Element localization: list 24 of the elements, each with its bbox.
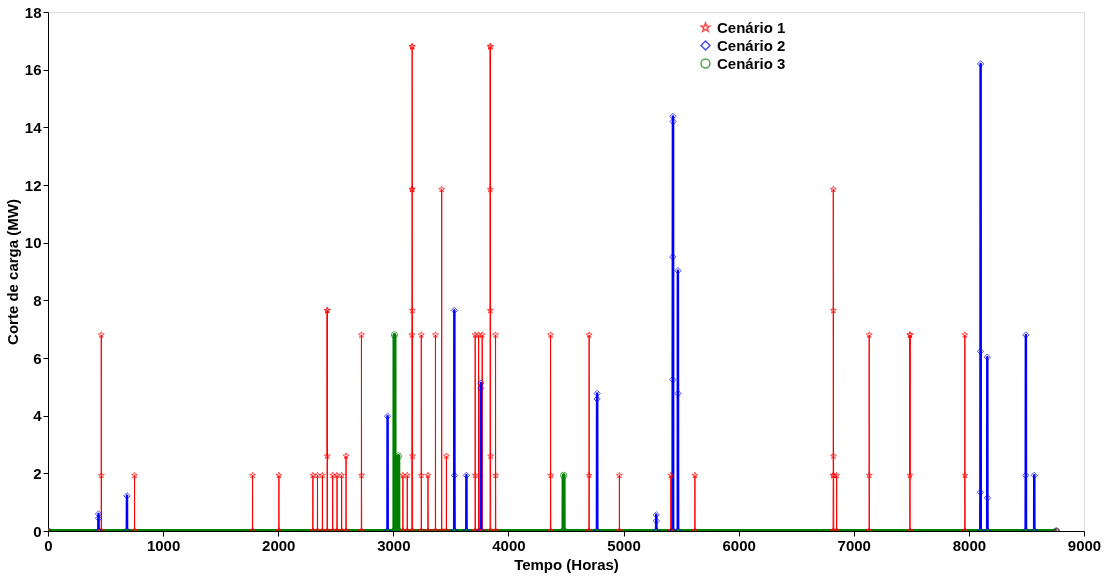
x-tick-label: 1000 xyxy=(146,536,181,554)
x-tick-label: 2000 xyxy=(262,536,296,554)
y-tick-label: 16 xyxy=(24,61,42,79)
x-tick-label: 7000 xyxy=(837,536,871,554)
legend-label: Cenário 3 xyxy=(717,54,786,72)
y-axis-title: Corte de carga (MW) xyxy=(3,199,21,345)
x-tick-label: 5000 xyxy=(607,536,641,554)
x-tick-label: 9000 xyxy=(1067,536,1102,554)
y-tick-label: 14 xyxy=(24,118,43,136)
legend-label: Cenário 1 xyxy=(717,18,786,36)
y-tick-label: 12 xyxy=(24,176,42,194)
y-tick-label: 2 xyxy=(33,464,42,482)
x-tick-label: 3000 xyxy=(377,536,411,554)
y-tick-label: 8 xyxy=(33,291,42,309)
y-tick-label: 10 xyxy=(24,234,42,252)
x-axis-title: Tempo (Horas) xyxy=(514,555,619,573)
x-tick-label: 8000 xyxy=(952,536,987,554)
legend-label: Cenário 2 xyxy=(717,36,786,54)
x-tick-label: 6000 xyxy=(722,536,756,554)
y-tick-label: 18 xyxy=(24,3,42,21)
y-tick-label: 4 xyxy=(33,407,43,425)
y-tick-label: 6 xyxy=(33,349,42,367)
x-tick-label: 4000 xyxy=(492,536,526,554)
y-tick-label: 0 xyxy=(33,522,42,540)
